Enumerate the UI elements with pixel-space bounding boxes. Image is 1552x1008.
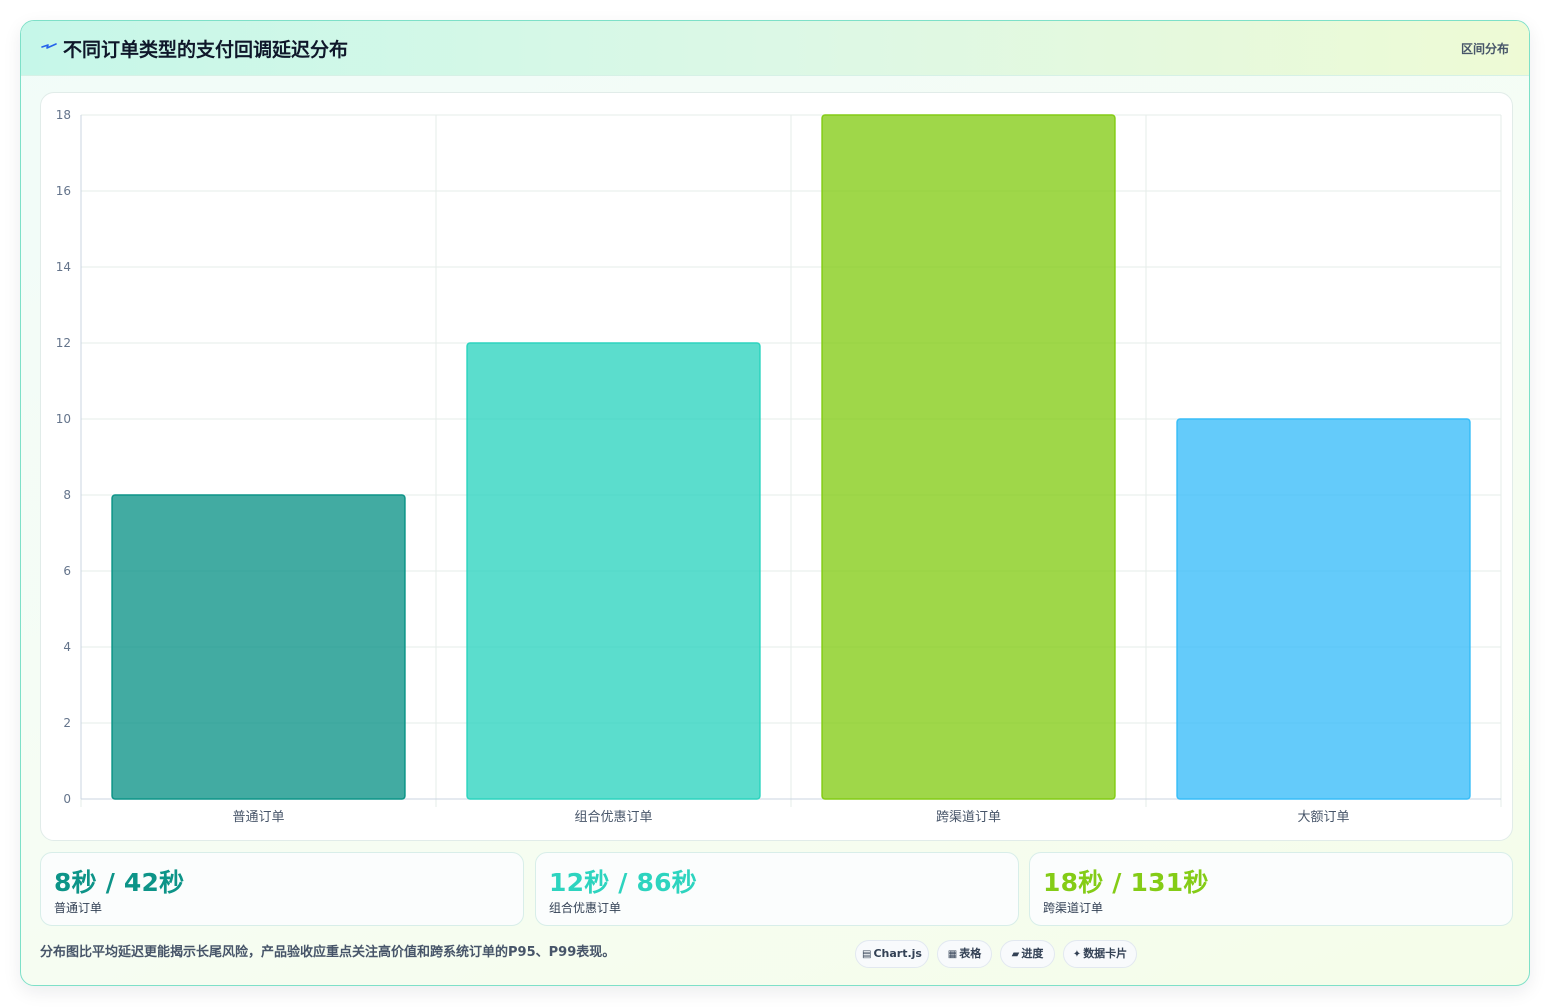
- x-tick-label: 大额订单: [1297, 810, 1349, 825]
- table-icon: ▦: [947, 949, 958, 960]
- lightning-icon: [41, 43, 57, 49]
- y-tick-label: 16: [56, 184, 71, 198]
- stat-card-normal: 8秒 / 42秒 普通订单: [40, 852, 524, 926]
- bar-chart: 0 2 4 6 8 10 12 14 16 18 普通订单 组合优惠订单 跨渠道订单 大额订单: [56, 108, 1502, 825]
- chip-progress[interactable]: ▰ 进度: [1000, 940, 1055, 968]
- stat-label: 普通订单: [54, 901, 103, 915]
- chart-card: 不同订单类型的支付回调延迟分布 区间分布 0 2 4 6 8 10 12 14 16 18 普通订单…: [20, 20, 1530, 986]
- y-tick-label: 2: [63, 716, 71, 730]
- stat-card-cross-channel: 18秒 / 131秒 跨渠道订单: [1029, 852, 1513, 926]
- x-tick-label: 普通订单: [232, 810, 284, 825]
- stat-label: 组合优惠订单: [549, 901, 622, 915]
- chip-chartjs[interactable]: ▤ Chart.js: [855, 940, 929, 968]
- y-tick-label: 12: [56, 336, 71, 350]
- bar: [821, 114, 1116, 800]
- y-tick-label: 0: [63, 792, 71, 806]
- stat-value: 12秒 / 86秒: [549, 868, 697, 897]
- chart-title: 不同订单类型的支付回调延迟分布: [63, 39, 349, 61]
- bar: [111, 494, 406, 800]
- bar: [1176, 418, 1471, 800]
- y-tick-label: 4: [63, 640, 71, 654]
- chip-data-card[interactable]: ✦ 数据卡片: [1063, 940, 1137, 968]
- x-tick-label: 跨渠道订单: [936, 810, 1001, 825]
- chart-icon: ▤: [862, 949, 872, 960]
- footnote: 分布图比平均延迟更能揭示长尾风险，产品验收应重点关注高价值和跨系统订单的P95、…: [40, 945, 616, 960]
- y-tick-label: 10: [56, 412, 71, 426]
- y-tick-label: 6: [63, 564, 71, 578]
- y-tick-label: 18: [56, 108, 71, 122]
- stat-label: 跨渠道订单: [1043, 901, 1104, 915]
- x-tick-label: 组合优惠订单: [574, 810, 652, 825]
- y-tick-label: 8: [63, 488, 71, 502]
- stat-value: 18秒 / 131秒: [1043, 868, 1209, 897]
- bar: [466, 342, 761, 800]
- progress-icon: ▰: [1011, 949, 1020, 960]
- chip-table[interactable]: ▦ 表格: [937, 940, 992, 968]
- stat-value: 8秒 / 42秒: [54, 868, 185, 897]
- stat-card-combo: 12秒 / 86秒 组合优惠订单: [535, 852, 1019, 926]
- sparkle-icon: ✦: [1072, 949, 1082, 960]
- chart-panel: 0 2 4 6 8 10 12 14 16 18 普通订单 组合优惠订单 跨渠道订单 大额订单: [40, 92, 1513, 841]
- y-tick-label: 14: [56, 260, 71, 274]
- distribution-tag[interactable]: 区间分布: [1460, 42, 1509, 56]
- card-header: 不同订单类型的支付回调延迟分布 区间分布: [21, 21, 1529, 76]
